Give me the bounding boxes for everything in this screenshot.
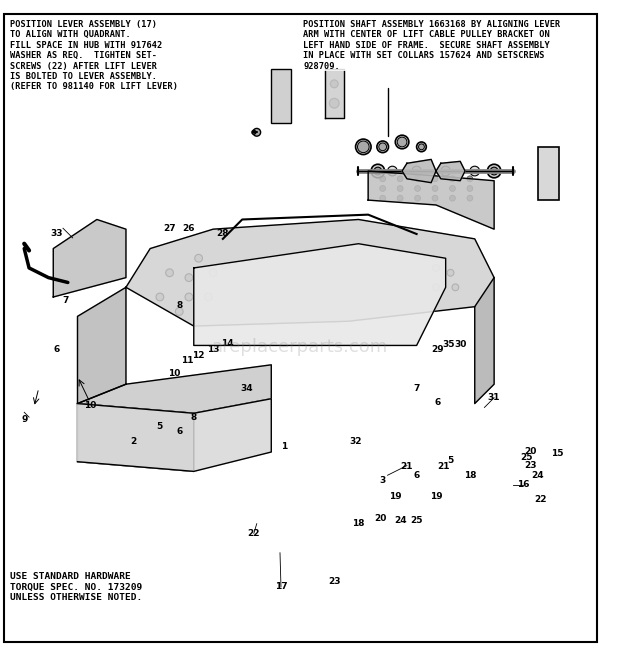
Text: 32: 32 — [349, 437, 362, 446]
Circle shape — [380, 186, 386, 192]
Circle shape — [418, 144, 424, 150]
Text: USE STANDARD HARDWARE
TORQUE SPEC. NO. 173209
UNLESS OTHERWISE NOTED.: USE STANDARD HARDWARE TORQUE SPEC. NO. 1… — [10, 573, 142, 602]
Polygon shape — [368, 171, 494, 229]
Bar — [272, 70, 291, 123]
Circle shape — [253, 129, 260, 136]
Circle shape — [195, 255, 203, 262]
Text: 14: 14 — [221, 339, 234, 348]
Text: 5: 5 — [157, 422, 163, 432]
Text: 34: 34 — [241, 384, 254, 392]
Polygon shape — [324, 70, 344, 118]
Circle shape — [450, 195, 455, 201]
Circle shape — [417, 142, 427, 152]
Polygon shape — [475, 277, 494, 403]
Text: 25: 25 — [520, 453, 533, 462]
Circle shape — [374, 167, 382, 175]
Text: 7: 7 — [63, 297, 69, 306]
Polygon shape — [78, 287, 126, 403]
Text: 3: 3 — [379, 476, 386, 485]
Text: 13: 13 — [207, 345, 219, 354]
Text: 24: 24 — [531, 471, 544, 480]
Circle shape — [210, 269, 217, 277]
Circle shape — [377, 141, 389, 153]
Text: 10: 10 — [84, 401, 96, 410]
Circle shape — [452, 284, 459, 291]
Circle shape — [252, 131, 256, 134]
Text: 24: 24 — [394, 516, 407, 525]
Text: 22: 22 — [534, 495, 547, 504]
Text: POSITION LEVER ASSEMBLY (17)
TO ALIGN WITH QUADRANT.
FILL SPACE IN HUB WITH 9176: POSITION LEVER ASSEMBLY (17) TO ALIGN WI… — [10, 20, 178, 91]
Text: 11: 11 — [181, 356, 193, 365]
Circle shape — [487, 164, 501, 178]
Text: 20: 20 — [374, 514, 387, 523]
Text: 15: 15 — [551, 449, 564, 459]
Text: 5: 5 — [448, 456, 454, 465]
Circle shape — [380, 195, 386, 201]
Polygon shape — [194, 244, 446, 346]
Bar — [538, 147, 559, 200]
Circle shape — [166, 269, 174, 277]
Circle shape — [185, 274, 193, 281]
Circle shape — [467, 176, 473, 182]
Text: 30: 30 — [454, 340, 466, 349]
Text: 2: 2 — [131, 437, 137, 446]
Circle shape — [185, 293, 193, 301]
Circle shape — [412, 166, 422, 176]
Circle shape — [397, 137, 407, 147]
Circle shape — [358, 141, 369, 153]
Circle shape — [490, 167, 498, 175]
Text: 10: 10 — [168, 369, 180, 378]
Polygon shape — [78, 403, 194, 472]
Text: 20: 20 — [525, 447, 537, 455]
Text: 9: 9 — [21, 415, 27, 424]
Circle shape — [388, 166, 397, 176]
Polygon shape — [78, 365, 272, 413]
Text: 21: 21 — [438, 462, 450, 471]
Text: 6: 6 — [435, 398, 441, 407]
Text: 18: 18 — [352, 519, 365, 528]
Text: 8: 8 — [190, 413, 197, 422]
Circle shape — [415, 186, 420, 192]
Text: 6: 6 — [53, 345, 60, 354]
Text: 26: 26 — [183, 224, 195, 233]
Circle shape — [397, 186, 403, 192]
Circle shape — [415, 195, 420, 201]
Circle shape — [379, 143, 387, 151]
Polygon shape — [78, 399, 272, 472]
Circle shape — [276, 89, 286, 98]
Text: 6: 6 — [176, 427, 182, 436]
Circle shape — [415, 176, 420, 182]
Text: 23: 23 — [525, 461, 537, 470]
Text: 16: 16 — [517, 480, 529, 489]
Text: 31: 31 — [488, 393, 500, 402]
Text: 6: 6 — [414, 471, 420, 480]
Polygon shape — [436, 161, 465, 181]
Circle shape — [371, 164, 384, 178]
Text: 17: 17 — [275, 582, 287, 591]
Circle shape — [441, 166, 451, 176]
Circle shape — [175, 308, 183, 316]
Circle shape — [396, 135, 409, 149]
Circle shape — [450, 186, 455, 192]
Circle shape — [467, 186, 473, 192]
Circle shape — [330, 80, 338, 88]
Circle shape — [470, 166, 480, 176]
Circle shape — [433, 264, 440, 272]
Text: 18: 18 — [464, 471, 476, 480]
Text: 12: 12 — [192, 350, 205, 359]
Circle shape — [380, 176, 386, 182]
Circle shape — [205, 293, 212, 301]
Text: 28: 28 — [216, 228, 229, 237]
Circle shape — [397, 195, 403, 201]
Text: 19: 19 — [389, 492, 402, 501]
Circle shape — [432, 195, 438, 201]
Polygon shape — [126, 220, 494, 326]
Text: 35: 35 — [442, 340, 455, 349]
Text: 27: 27 — [163, 224, 176, 233]
Circle shape — [544, 174, 553, 184]
Polygon shape — [53, 220, 126, 297]
Text: 29: 29 — [432, 345, 445, 354]
Circle shape — [450, 176, 455, 182]
Circle shape — [432, 176, 438, 182]
Circle shape — [432, 186, 438, 192]
